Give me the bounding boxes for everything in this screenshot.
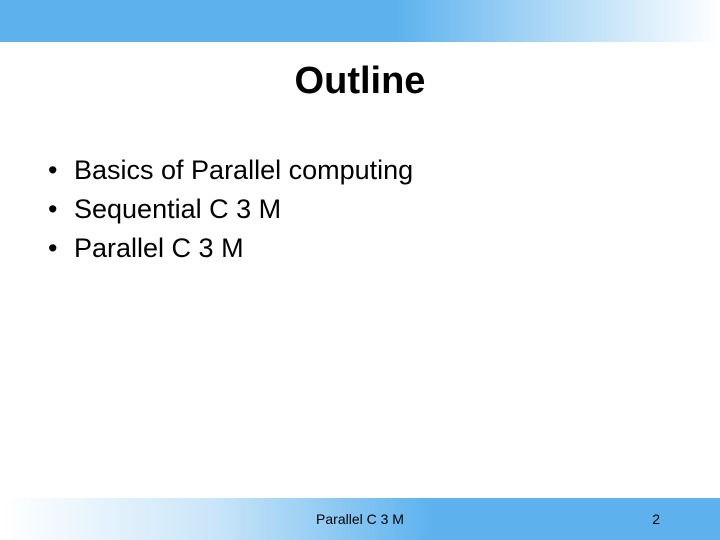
bottom-accent-bar: Parallel C 3 M 2 (0, 498, 720, 540)
bullet-list: Basics of Parallel computing Sequential … (48, 151, 720, 268)
list-item: Parallel C 3 M (48, 229, 720, 268)
footer-text: Parallel C 3 M (316, 511, 404, 527)
list-item: Basics of Parallel computing (48, 151, 720, 190)
list-item: Sequential C 3 M (48, 190, 720, 229)
page-number: 2 (652, 511, 660, 527)
slide-title: Outline (0, 60, 720, 103)
top-accent-bar (0, 0, 720, 42)
